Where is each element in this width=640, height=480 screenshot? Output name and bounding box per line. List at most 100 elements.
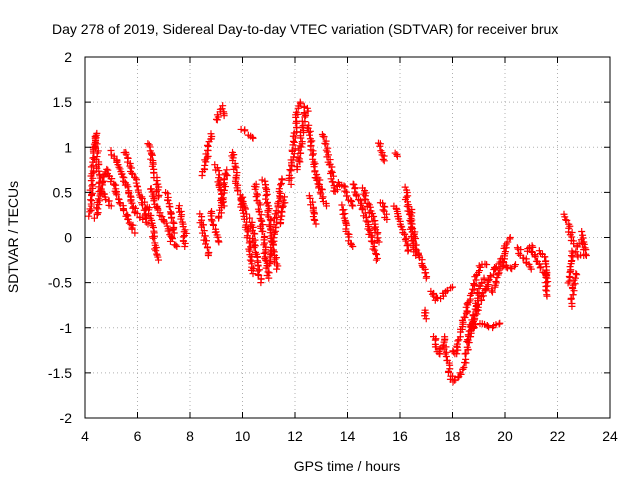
data-point: [128, 199, 136, 207]
data-point: [164, 196, 172, 204]
data-point: [257, 279, 265, 287]
data-point: [249, 134, 257, 142]
data-point: [484, 277, 492, 285]
data-point: [454, 374, 462, 382]
data-point: [293, 163, 301, 171]
data-point: [220, 112, 228, 120]
data-point: [341, 187, 349, 195]
data-point: [222, 171, 230, 179]
x-tick-labels: 4 6 8 10 12 14 16 18 20 22 24: [81, 428, 618, 444]
data-point: [306, 194, 314, 202]
data-point: [112, 189, 120, 197]
data-point: [288, 146, 296, 154]
data-point: [450, 348, 458, 356]
data-point: [241, 204, 249, 212]
data-point: [278, 175, 286, 183]
data-point: [220, 186, 228, 194]
data-point: [155, 193, 162, 201]
data-point: [392, 204, 400, 212]
data-point: [421, 312, 429, 320]
x-tick-label: 20: [497, 428, 513, 444]
data-point: [180, 232, 188, 240]
tick-marks: [84, 56, 611, 419]
data-point: [122, 150, 130, 158]
data-point: [527, 265, 535, 273]
data-point: [115, 163, 123, 171]
data-point: [476, 263, 484, 271]
data-point: [470, 324, 478, 332]
data-point: [327, 175, 335, 183]
data-point: [566, 263, 574, 271]
data-point: [483, 321, 491, 329]
data-point: [379, 206, 387, 214]
data-point: [246, 256, 254, 264]
data-point: [108, 175, 116, 183]
data-point: [322, 146, 330, 154]
data-point: [463, 338, 471, 346]
data-point: [369, 245, 377, 253]
data-point: [363, 202, 371, 210]
data-point: [204, 252, 212, 260]
data-point: [507, 264, 515, 272]
data-point: [580, 240, 588, 248]
data-point: [255, 266, 263, 274]
data-point: [100, 171, 108, 179]
data-point: [148, 162, 156, 170]
x-tick-label: 4: [81, 428, 89, 444]
x-tick-label: 12: [287, 428, 303, 444]
data-point: [230, 165, 238, 173]
data-point: [256, 201, 264, 209]
data-point: [401, 183, 409, 191]
data-point: [133, 210, 141, 218]
data-point: [149, 233, 157, 241]
data-point: [393, 152, 401, 160]
data-point: [234, 187, 242, 195]
data-point: [492, 265, 500, 273]
data-point: [475, 300, 483, 308]
data-point: [207, 130, 215, 138]
x-tick-label: 10: [235, 428, 251, 444]
y-tick-label: 2: [64, 49, 72, 65]
data-point: [457, 370, 465, 378]
x-axis-label: GPS time / hours: [294, 458, 401, 474]
y-axis-label: SDTVAR / TECUs: [5, 181, 21, 293]
y-tick-label: -1: [60, 320, 73, 336]
data-point: [360, 190, 368, 198]
data-point: [219, 196, 227, 204]
data-point: [150, 197, 158, 205]
data-point: [272, 254, 280, 262]
data-point: [573, 271, 581, 279]
data-point: [272, 207, 280, 215]
data-point: [501, 248, 509, 256]
data-point: [441, 333, 449, 341]
data-point: [454, 337, 462, 345]
data-point: [349, 202, 357, 210]
x-tick-label: 8: [186, 428, 194, 444]
data-point: [134, 183, 142, 191]
data-point: [115, 195, 123, 203]
data-point: [582, 250, 590, 258]
data-point: [531, 253, 539, 261]
data-point: [541, 253, 549, 261]
data-point: [432, 343, 440, 351]
x-tick-label: 16: [392, 428, 408, 444]
data-point: [368, 212, 376, 220]
data-point: [169, 226, 177, 234]
data-point: [251, 230, 259, 238]
data-point: [275, 185, 283, 193]
data-point: [212, 166, 220, 174]
data-point: [372, 250, 380, 258]
data-point: [309, 150, 317, 158]
data-point: [421, 269, 429, 277]
data-point: [343, 221, 351, 229]
data-point: [349, 243, 357, 251]
data-point: [315, 181, 323, 189]
data-point: [132, 179, 140, 187]
data-point: [248, 266, 256, 274]
y-tick-labels: -2 -1.5 -1 -0.5 0 0.5 1 1.5 2: [48, 49, 72, 426]
data-point: [139, 215, 147, 223]
data-point: [463, 307, 471, 315]
data-point: [128, 225, 136, 233]
data-point: [472, 321, 480, 329]
data-point: [572, 270, 580, 278]
